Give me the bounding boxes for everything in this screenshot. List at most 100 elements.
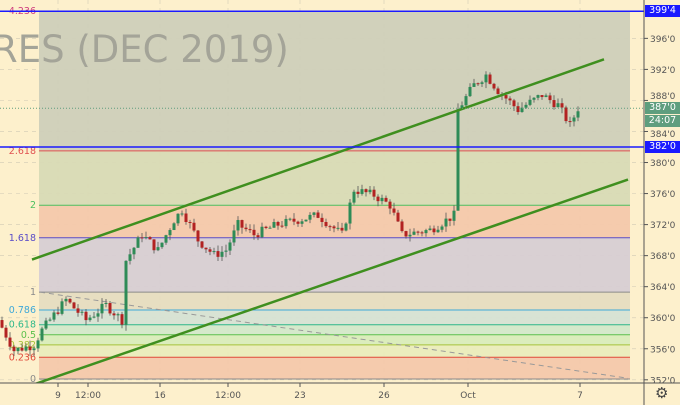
candle-body bbox=[216, 251, 220, 257]
candle-body bbox=[72, 302, 76, 309]
candle-body bbox=[32, 348, 36, 351]
candle-body bbox=[356, 191, 360, 194]
candle-body bbox=[92, 316, 96, 318]
channel-lower-line bbox=[35, 178, 629, 385]
fib-level-label: 1 bbox=[30, 287, 36, 298]
candle-body bbox=[252, 229, 256, 236]
candle-body bbox=[220, 251, 224, 257]
candle-body bbox=[512, 100, 516, 107]
candle-body bbox=[284, 218, 288, 227]
candle-body bbox=[428, 228, 432, 231]
candle-body bbox=[460, 105, 464, 110]
candle-body bbox=[508, 98, 512, 101]
candle-body bbox=[148, 237, 152, 240]
time-tick-label: 7 bbox=[577, 391, 583, 401]
fib-level-label: 0.236 bbox=[9, 352, 36, 363]
fib-level-label: 0.786 bbox=[9, 305, 36, 316]
candle-body bbox=[536, 95, 540, 98]
candle-body bbox=[188, 221, 192, 223]
candle-body bbox=[576, 111, 580, 118]
candle-body bbox=[180, 213, 184, 215]
candle-body bbox=[544, 95, 548, 98]
candle-body bbox=[344, 223, 348, 231]
fib-zone bbox=[39, 324, 630, 335]
candle-body bbox=[480, 82, 484, 84]
fib-zone bbox=[39, 11, 630, 151]
candle-body bbox=[476, 83, 480, 85]
candle-body bbox=[392, 208, 396, 213]
time-tick-label: 16 bbox=[154, 391, 166, 401]
candle-body bbox=[556, 103, 560, 108]
candle-body bbox=[524, 104, 528, 108]
candle-body bbox=[52, 312, 56, 320]
candle-body bbox=[380, 197, 384, 202]
candle-body bbox=[404, 231, 408, 237]
fib-zone bbox=[39, 357, 630, 380]
candle-body bbox=[60, 301, 64, 314]
candle-body bbox=[552, 100, 556, 108]
candle-body bbox=[36, 340, 40, 349]
candle-body bbox=[352, 191, 356, 203]
candle-body bbox=[532, 97, 536, 100]
candle-body bbox=[100, 303, 104, 314]
candle-body bbox=[164, 235, 168, 243]
candle-body bbox=[328, 226, 332, 228]
candle-body bbox=[568, 121, 572, 123]
candle-body bbox=[368, 189, 372, 193]
candle-body bbox=[300, 221, 304, 224]
price-tick-label: 388'0 bbox=[650, 92, 676, 102]
candle-body bbox=[280, 225, 284, 227]
price-tick-label: 384'0 bbox=[650, 130, 676, 140]
candle-body bbox=[48, 319, 52, 321]
candle-body bbox=[456, 109, 460, 211]
candle-body bbox=[432, 228, 436, 233]
price-axis-bg bbox=[644, 0, 680, 405]
candle-body bbox=[408, 234, 412, 237]
candle-body bbox=[196, 230, 200, 242]
high-line-price-tag: 399'4 bbox=[645, 5, 680, 18]
candle-body bbox=[172, 223, 176, 231]
candle-body bbox=[436, 229, 440, 233]
candle-body bbox=[236, 220, 240, 231]
candle-body bbox=[548, 95, 552, 101]
candle-body bbox=[184, 213, 188, 222]
candle-body bbox=[88, 317, 92, 321]
candle-body bbox=[332, 226, 336, 229]
fib-zone bbox=[39, 334, 630, 345]
candle-body bbox=[496, 88, 500, 94]
candle-body bbox=[28, 346, 32, 351]
candle-body bbox=[296, 221, 300, 224]
candle-body bbox=[488, 74, 492, 84]
candle-body bbox=[364, 189, 368, 193]
candle-body bbox=[440, 226, 444, 230]
candle-body bbox=[572, 117, 576, 122]
candle-body bbox=[540, 95, 544, 98]
fib-level-label: 0 bbox=[30, 374, 36, 385]
candle-body bbox=[244, 227, 248, 230]
candle-body bbox=[104, 303, 108, 305]
candle-body bbox=[448, 218, 452, 221]
candle-body bbox=[44, 320, 48, 329]
candle-body bbox=[64, 298, 68, 302]
candle-body bbox=[112, 313, 116, 316]
settings-gear-icon[interactable]: ⚙ bbox=[655, 384, 669, 402]
candle-body bbox=[320, 217, 324, 222]
candle-body bbox=[12, 346, 16, 352]
candle-body bbox=[248, 229, 252, 231]
candle-body bbox=[424, 230, 428, 234]
time-axis-bg bbox=[0, 383, 680, 405]
candle-body bbox=[56, 312, 60, 314]
candle-body bbox=[156, 247, 160, 251]
candle-body bbox=[228, 242, 232, 251]
candle-body bbox=[276, 222, 280, 226]
price-tick-label: 356'0 bbox=[650, 345, 676, 355]
fib-level-label: 1.618 bbox=[9, 233, 36, 244]
candle-body bbox=[160, 242, 164, 248]
candle-body bbox=[24, 346, 28, 351]
candle-body bbox=[20, 347, 24, 351]
candle-body bbox=[400, 221, 404, 232]
candle-body bbox=[144, 237, 148, 239]
time-tick-label: 12:00 bbox=[215, 391, 241, 401]
candle-body bbox=[272, 222, 276, 228]
